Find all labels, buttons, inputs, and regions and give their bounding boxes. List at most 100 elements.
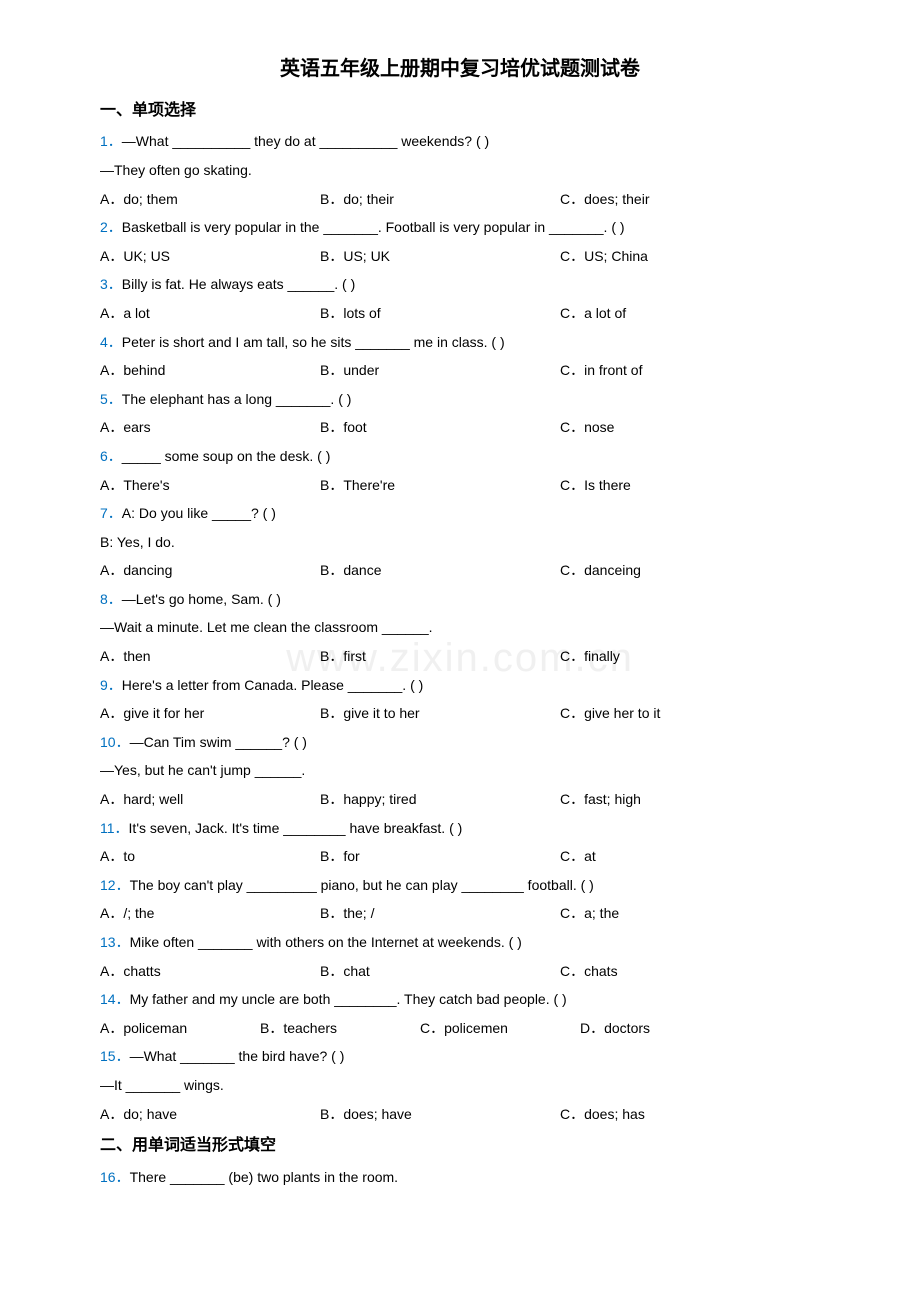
answer-option: B．dance <box>320 557 560 584</box>
question-number: 8． <box>100 591 122 607</box>
answer-option: A．UK; US <box>100 243 320 270</box>
answer-option: B．chat <box>320 958 560 985</box>
answer-row: A．do; themB．do; theirC．does; their <box>100 186 820 213</box>
question-text: 14．My father and my uncle are both _____… <box>100 986 820 1013</box>
question-body: —What __________ they do at __________ w… <box>122 133 489 149</box>
question-text: 16．There _______ (be) two plants in the … <box>100 1164 820 1191</box>
answer-option: C．give her to it <box>560 700 660 727</box>
answer-option: B．foot <box>320 414 560 441</box>
answer-row: A．do; haveB．does; haveC．does; has <box>100 1101 820 1128</box>
question-text: 5．The elephant has a long _______. ( ) <box>100 386 820 413</box>
answer-option: C．does; their <box>560 186 649 213</box>
answer-option: A．do; them <box>100 186 320 213</box>
question-body: Mike often _______ with others on the In… <box>130 934 522 950</box>
answer-row: A．dancingB．danceC．danceing <box>100 557 820 584</box>
answer-option: C．danceing <box>560 557 641 584</box>
question-text: 10．—Can Tim swim ______? ( ) <box>100 729 820 756</box>
answer-row: A．toB．forC．at <box>100 843 820 870</box>
answer-option: C．US; China <box>560 243 648 270</box>
answer-option: B．There're <box>320 472 560 499</box>
question-number: 7． <box>100 505 122 521</box>
question-body: —Let's go home, Sam. ( ) <box>122 591 281 607</box>
answer-option: C．at <box>560 843 596 870</box>
question-text: 1．—What __________ they do at __________… <box>100 128 820 155</box>
answer-row: A．give it for herB．give it to herC．give … <box>100 700 820 727</box>
question-text: 12．The boy can't play _________ piano, b… <box>100 872 820 899</box>
answer-option: D．doctors <box>580 1015 740 1042</box>
answer-option: B．does; have <box>320 1101 560 1128</box>
question-text: 13．Mike often _______ with others on the… <box>100 929 820 956</box>
answer-option: A．then <box>100 643 320 670</box>
answer-row: A．thenB．firstC．finally <box>100 643 820 670</box>
section-1-header: 一、单项选择 <box>100 96 820 126</box>
question-body: —Can Tim swim ______? ( ) <box>130 734 307 750</box>
answer-option: C．chats <box>560 958 618 985</box>
answer-option: B．do; their <box>320 186 560 213</box>
answer-option: A．There's <box>100 472 320 499</box>
page-title: 英语五年级上册期中复习培优试题测试卷 <box>100 50 820 88</box>
question-body: The boy can't play _________ piano, but … <box>130 877 594 893</box>
answer-option: B．the; / <box>320 900 560 927</box>
answer-option: A．ears <box>100 414 320 441</box>
question-text: 3．Billy is fat. He always eats ______. (… <box>100 271 820 298</box>
question-text: 4．Peter is short and I am tall, so he si… <box>100 329 820 356</box>
answer-option: B．US; UK <box>320 243 560 270</box>
question-text: 15．—What _______ the bird have? ( ) <box>100 1043 820 1070</box>
answer-row: A．behindB．underC．in front of <box>100 357 820 384</box>
answer-option: C．does; has <box>560 1101 645 1128</box>
question-text: 7．A: Do you like _____? ( ) <box>100 500 820 527</box>
question-text: 8．—Let's go home, Sam. ( ) <box>100 586 820 613</box>
question-body: Basketball is very popular in the ______… <box>122 219 625 235</box>
question-body: Billy is fat. He always eats ______. ( ) <box>122 276 355 292</box>
answer-option: C．Is there <box>560 472 631 499</box>
question-body: There _______ (be) two plants in the roo… <box>130 1169 399 1185</box>
question-text: 11．It's seven, Jack. It's time ________ … <box>100 815 820 842</box>
answer-option: B．lots of <box>320 300 560 327</box>
answer-option: B．for <box>320 843 560 870</box>
answer-option: C．in front of <box>560 357 642 384</box>
question-body: Here's a letter from Canada. Please ____… <box>122 677 424 693</box>
answer-option: B．first <box>320 643 560 670</box>
question-text: 2．Basketball is very popular in the ____… <box>100 214 820 241</box>
question-body: My father and my uncle are both ________… <box>130 991 567 1007</box>
answer-option: A．hard; well <box>100 786 320 813</box>
question-number: 16． <box>100 1169 130 1185</box>
answer-option: C．finally <box>560 643 620 670</box>
question-number: 12． <box>100 877 130 893</box>
question-number: 4． <box>100 334 122 350</box>
question-number: 6． <box>100 448 122 464</box>
question-body: The elephant has a long _______. ( ) <box>122 391 352 407</box>
question-number: 1． <box>100 133 122 149</box>
question-number: 3． <box>100 276 122 292</box>
answer-row: A．a lotB．lots ofC．a lot of <box>100 300 820 327</box>
answer-option: B．happy; tired <box>320 786 560 813</box>
question-body: _____ some soup on the desk. ( ) <box>122 448 331 464</box>
question-number: 9． <box>100 677 122 693</box>
answer-row: A．earsB．footC．nose <box>100 414 820 441</box>
answer-option: A．to <box>100 843 320 870</box>
answer-option: A．/; the <box>100 900 320 927</box>
answer-option: C．nose <box>560 414 614 441</box>
answer-row: A．UK; USB．US; UKC．US; China <box>100 243 820 270</box>
question-number: 15． <box>100 1048 130 1064</box>
answer-option: C．a; the <box>560 900 619 927</box>
section-2-header: 二、用单词适当形式填空 <box>100 1131 820 1161</box>
answer-option: B．under <box>320 357 560 384</box>
answer-option: C．fast; high <box>560 786 641 813</box>
question-number: 13． <box>100 934 130 950</box>
question-extra: —It _______ wings. <box>100 1072 820 1099</box>
question-body: Peter is short and I am tall, so he sits… <box>122 334 505 350</box>
answer-option: A．a lot <box>100 300 320 327</box>
answer-option: A．chatts <box>100 958 320 985</box>
answer-option: A．policeman <box>100 1015 260 1042</box>
answer-row: A．There'sB．There'reC．Is there <box>100 472 820 499</box>
answer-row: A．/; theB．the; /C．a; the <box>100 900 820 927</box>
answer-option: B．teachers <box>260 1015 420 1042</box>
question-text: 6．_____ some soup on the desk. ( ) <box>100 443 820 470</box>
answer-option: C．policemen <box>420 1015 580 1042</box>
question-extra: B: Yes, I do. <box>100 529 820 556</box>
answer-row: A．chattsB．chatC．chats <box>100 958 820 985</box>
question-body: —What _______ the bird have? ( ) <box>130 1048 345 1064</box>
question-text: 9．Here's a letter from Canada. Please __… <box>100 672 820 699</box>
question-body: It's seven, Jack. It's time ________ hav… <box>129 820 463 836</box>
